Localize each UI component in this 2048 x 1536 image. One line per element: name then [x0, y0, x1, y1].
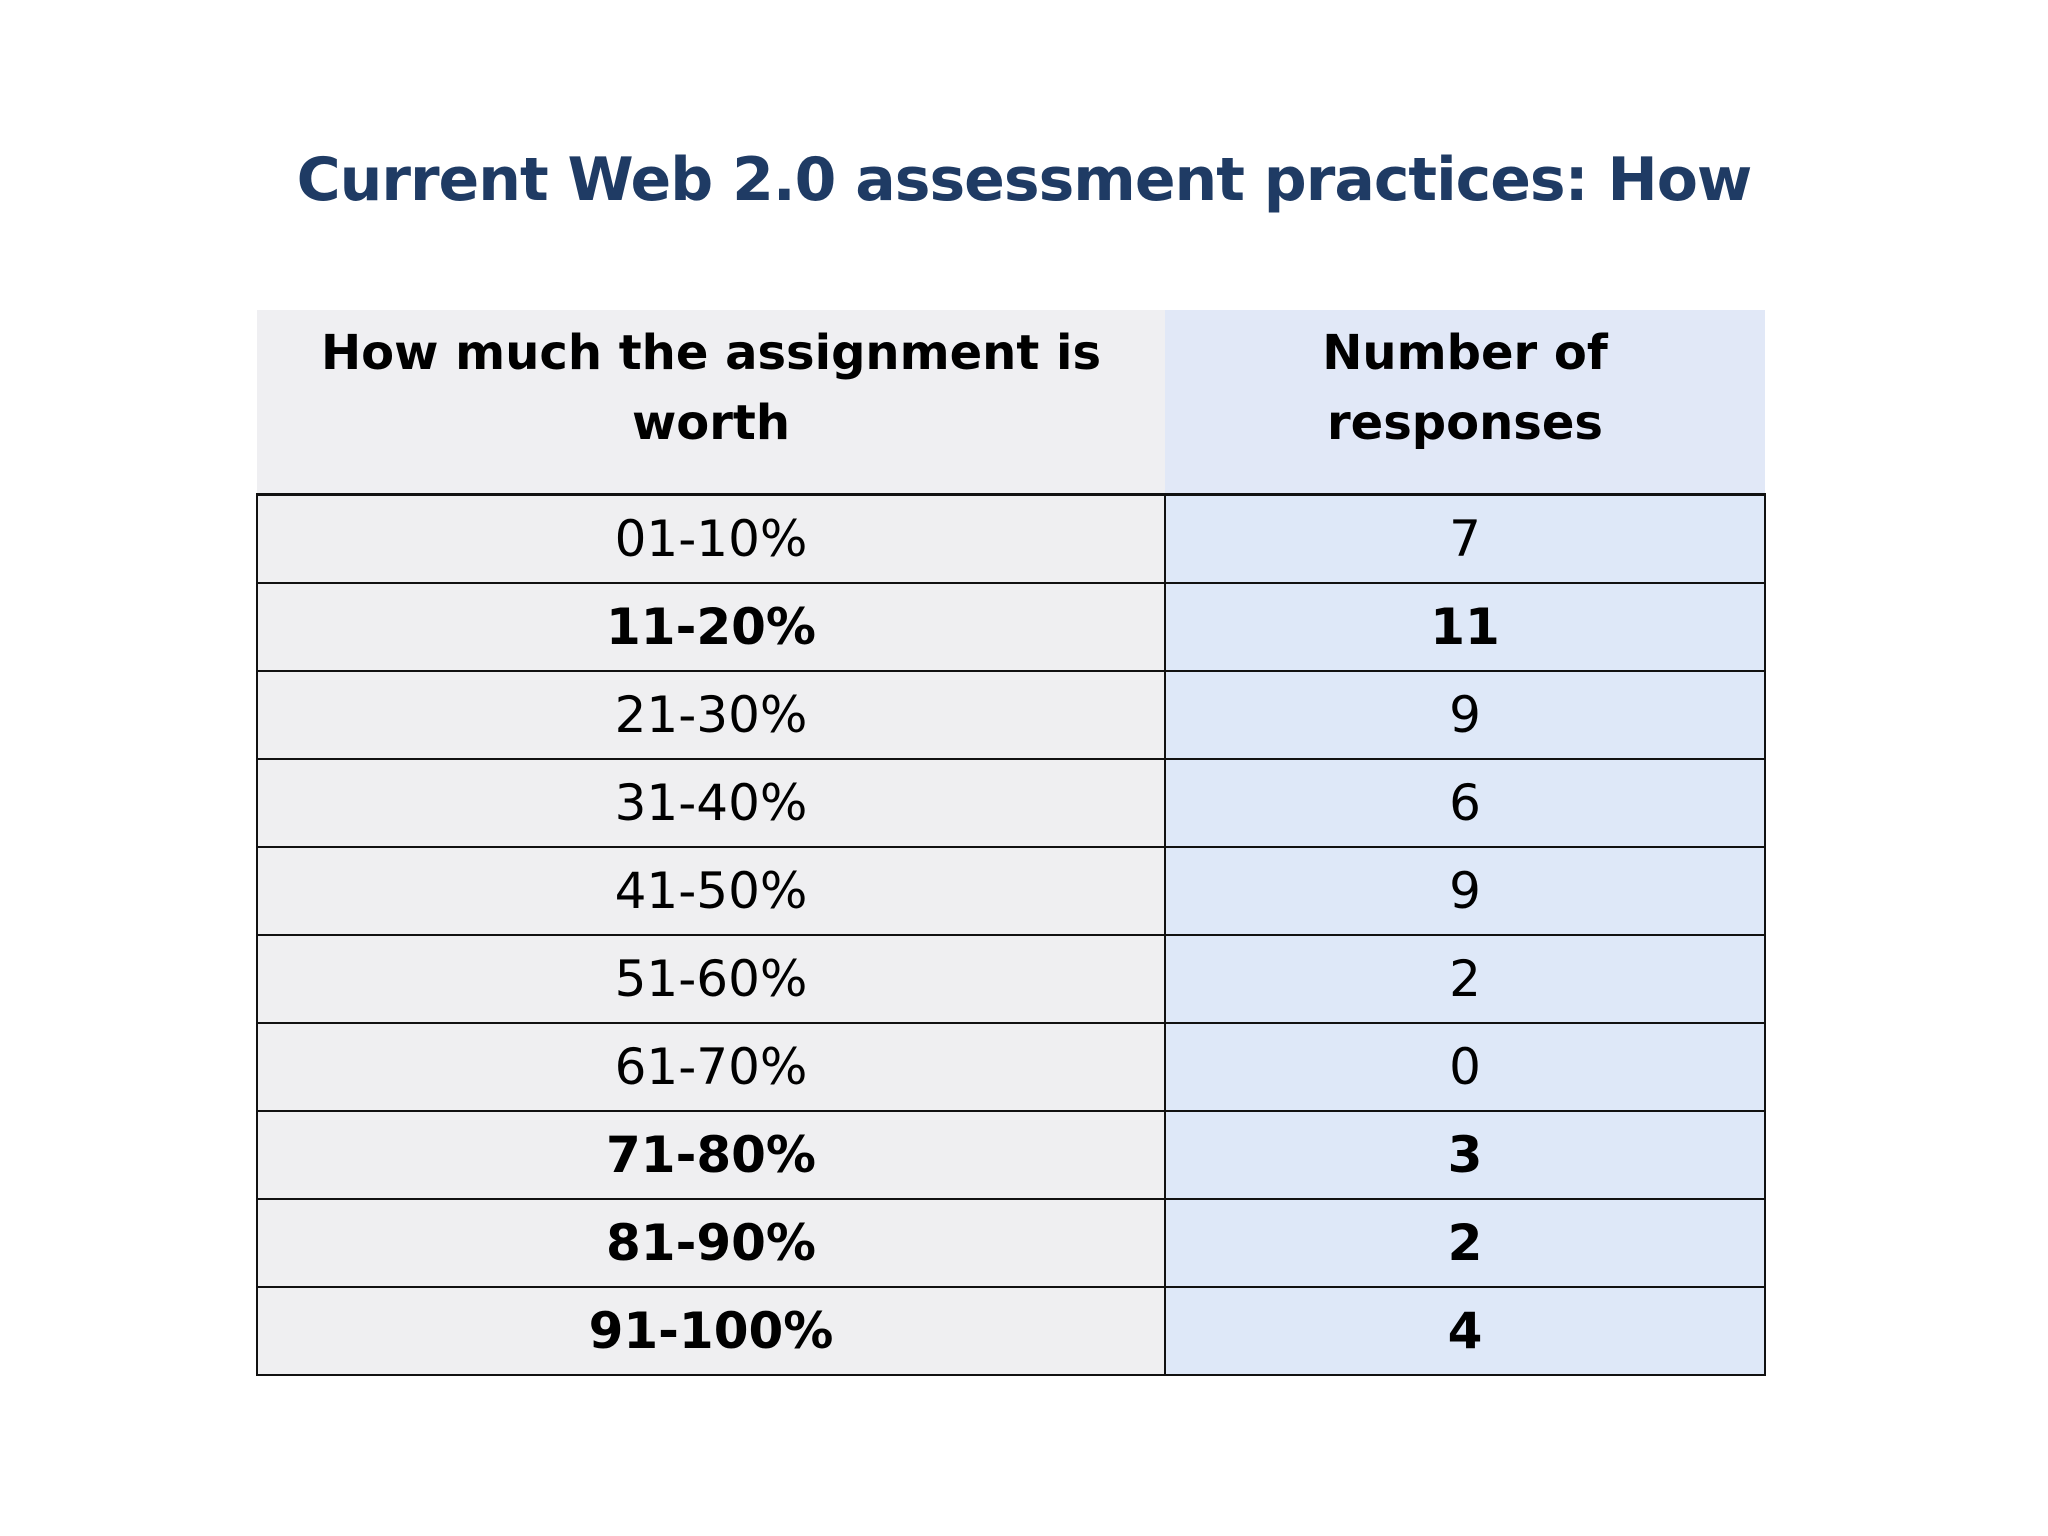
table-row: 41-50% 9: [256, 846, 1766, 936]
range-cell: 41-50%: [256, 846, 1166, 936]
table-row: 01-10% 7: [256, 493, 1766, 584]
range-cell: 61-70%: [256, 1022, 1166, 1112]
table-row: 21-30% 9: [256, 670, 1766, 760]
header-assignment-worth: How much the assignment is worth: [257, 310, 1165, 495]
count-cell: 3: [1164, 1110, 1766, 1200]
range-cell: 11-20%: [256, 582, 1166, 672]
assignment-worth-table: How much the assignment is worth Number …: [256, 310, 1766, 1376]
count-cell: 2: [1164, 1198, 1766, 1288]
table-row: 51-60% 2: [256, 934, 1766, 1024]
range-cell: 91-100%: [256, 1286, 1166, 1376]
table-row: 71-80% 3: [256, 1110, 1766, 1200]
count-cell: 0: [1164, 1022, 1766, 1112]
range-cell: 01-10%: [256, 493, 1166, 584]
header-number-of-responses: Number of responses: [1165, 310, 1765, 495]
count-cell: 11: [1164, 582, 1766, 672]
range-cell: 31-40%: [256, 758, 1166, 848]
count-cell: 2: [1164, 934, 1766, 1024]
count-cell: 7: [1164, 493, 1766, 584]
range-cell: 21-30%: [256, 670, 1166, 760]
count-cell: 6: [1164, 758, 1766, 848]
count-cell: 4: [1164, 1286, 1766, 1376]
range-cell: 71-80%: [256, 1110, 1166, 1200]
slide-title: Current Web 2.0 assessment practices: Ho…: [296, 145, 1753, 215]
table-row: 11-20% 11: [256, 582, 1766, 672]
range-cell: 51-60%: [256, 934, 1166, 1024]
count-cell: 9: [1164, 846, 1766, 936]
table-row: 91-100% 4: [256, 1286, 1766, 1376]
range-cell: 81-90%: [256, 1198, 1166, 1288]
table-row: 81-90% 2: [256, 1198, 1766, 1288]
count-cell: 9: [1164, 670, 1766, 760]
table-row: 31-40% 6: [256, 758, 1766, 848]
table-header-row: How much the assignment is worth Number …: [257, 310, 1765, 495]
table-row: 61-70% 0: [256, 1022, 1766, 1112]
